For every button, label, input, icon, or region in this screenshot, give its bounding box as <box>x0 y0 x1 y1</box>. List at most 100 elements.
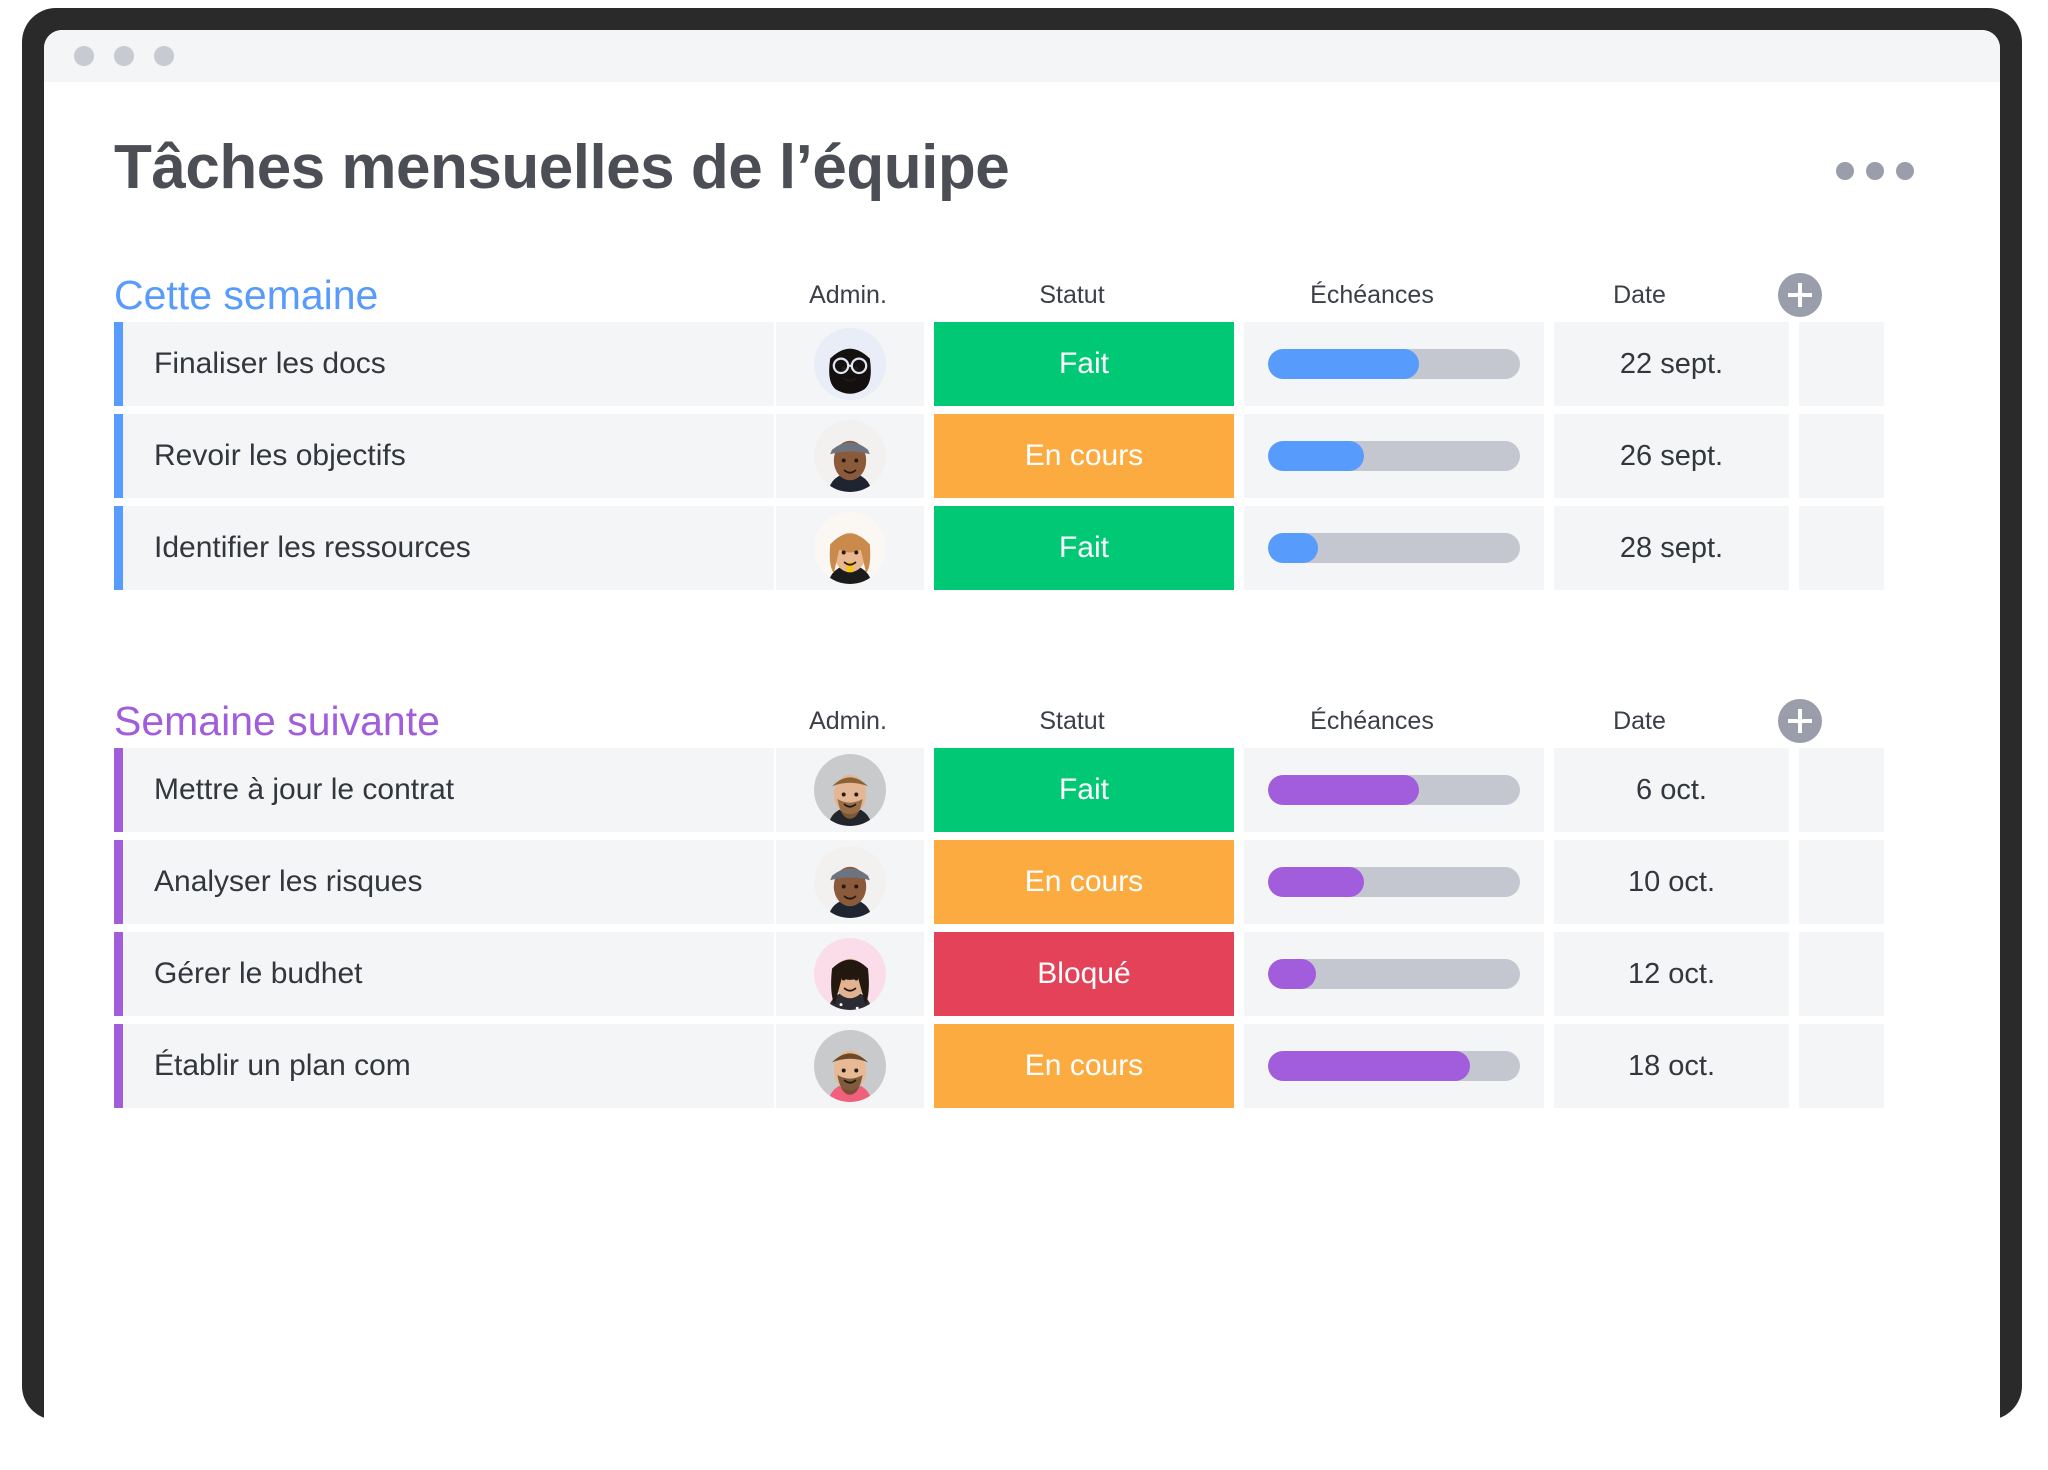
status-badge[interactable]: Fait <box>934 748 1234 833</box>
row-end-cell[interactable] <box>1799 506 1884 591</box>
date-label: 18 oct. <box>1627 1049 1716 1082</box>
date-cell[interactable]: 18 oct. <box>1554 1024 1789 1109</box>
section-header: Cette semaine Admin. Statut Échéances Date <box>114 268 1930 322</box>
assignee-cell[interactable] <box>776 840 924 925</box>
date-cell[interactable]: 12 oct. <box>1554 932 1789 1017</box>
kebab-dot-2 <box>1866 162 1884 180</box>
task-name-cell[interactable]: Gérer le budhet <box>114 932 774 1017</box>
add-column-button[interactable] <box>1777 273 1822 318</box>
progress-track <box>1268 1051 1520 1082</box>
status-badge[interactable]: Fait <box>934 322 1234 407</box>
date-cell[interactable]: 22 sept. <box>1554 322 1789 407</box>
table-row[interactable]: Établir un plan com En cours 18 oct. <box>114 1024 1930 1109</box>
section-title[interactable]: Semaine suivante <box>114 697 440 744</box>
progress-fill <box>1268 349 1420 380</box>
progress-cell[interactable] <box>1244 748 1544 833</box>
task-name-cell[interactable]: Analyser les risques <box>114 840 774 925</box>
avatar[interactable] <box>814 328 886 401</box>
section-header: Semaine suivante Admin. Statut Échéances Dat… <box>114 694 1930 748</box>
avatar[interactable] <box>814 938 886 1011</box>
column-header-status: Statut <box>1039 706 1105 735</box>
device-frame: Tâches mensuelles de l’équipe Cette sema… <box>22 8 2022 1420</box>
column-header-date: Date <box>1613 706 1666 735</box>
status-label: Bloqué <box>1037 957 1131 991</box>
table-row[interactable]: Analyser les risques En cours 10 oct. <box>114 840 1930 925</box>
section-1: Cette semaine Admin. Statut Échéances Date Fi… <box>114 268 1930 591</box>
task-name-cell[interactable]: Identifier les ressources <box>114 506 774 591</box>
task-name-cell[interactable]: Mettre à jour le contrat <box>114 748 774 833</box>
column-header-progress: Échéances <box>1310 706 1434 735</box>
table-row[interactable]: Identifier les ressources Fait 28 sept. <box>114 506 1930 591</box>
status-label: En cours <box>1024 1049 1144 1083</box>
date-cell[interactable]: 6 oct. <box>1554 748 1789 833</box>
progress-cell[interactable] <box>1244 840 1544 925</box>
row-end-cell[interactable] <box>1799 840 1884 925</box>
row-end-cell[interactable] <box>1799 1024 1884 1109</box>
task-name: Revoir les objectifs <box>154 439 406 473</box>
task-name-cell[interactable]: Finaliser les docs <box>114 322 774 407</box>
column-header-progress: Échéances <box>1310 280 1434 309</box>
progress-track <box>1268 349 1520 380</box>
date-label: 22 sept. <box>1619 347 1724 380</box>
progress-cell[interactable] <box>1244 932 1544 1017</box>
progress-track <box>1268 441 1520 472</box>
progress-track <box>1268 533 1520 564</box>
progress-cell[interactable] <box>1244 414 1544 499</box>
progress-cell[interactable] <box>1244 322 1544 407</box>
table-row[interactable]: Finaliser les docs Fait 22 sept. <box>114 322 1930 407</box>
date-cell[interactable]: 10 oct. <box>1554 840 1789 925</box>
avatar[interactable] <box>814 512 886 585</box>
table-row[interactable]: Revoir les objectifs En cours 26 sept. <box>114 414 1930 499</box>
status-label: En cours <box>1024 865 1144 899</box>
progress-cell[interactable] <box>1244 1024 1544 1109</box>
row-end-cell[interactable] <box>1799 932 1884 1017</box>
row-end-cell[interactable] <box>1799 414 1884 499</box>
date-label: 6 oct. <box>1636 773 1707 806</box>
progress-cell[interactable] <box>1244 506 1544 591</box>
section-title[interactable]: Cette semaine <box>114 271 379 318</box>
task-name: Gérer le budhet <box>154 957 363 991</box>
avatar[interactable] <box>814 420 886 493</box>
task-name: Identifier les ressources <box>154 531 471 565</box>
date-label: 10 oct. <box>1627 865 1716 898</box>
page-title: Tâches mensuelles de l’équipe <box>114 133 1010 202</box>
task-name-cell[interactable]: Revoir les objectifs <box>114 414 774 499</box>
assignee-cell[interactable] <box>776 932 924 1017</box>
window-dot-close[interactable] <box>74 46 94 66</box>
progress-fill <box>1268 533 1319 564</box>
column-header-admin: Admin. <box>809 706 887 735</box>
window-titlebar <box>44 30 2000 82</box>
date-cell[interactable]: 28 sept. <box>1554 506 1789 591</box>
status-badge[interactable]: En cours <box>934 840 1234 925</box>
status-badge[interactable]: En cours <box>934 414 1234 499</box>
status-label: Fait <box>1058 347 1109 381</box>
assignee-cell[interactable] <box>776 1024 924 1109</box>
window-dot-minimize[interactable] <box>114 46 134 66</box>
date-cell[interactable]: 26 sept. <box>1554 414 1789 499</box>
column-header-status: Statut <box>1039 280 1105 309</box>
page-header: Tâches mensuelles de l’équipe <box>114 133 1930 202</box>
row-end-cell[interactable] <box>1799 322 1884 407</box>
table-row[interactable]: Gérer le budhet Bloqué 12 oct. <box>114 932 1930 1017</box>
assignee-cell[interactable] <box>776 748 924 833</box>
status-badge[interactable]: Bloqué <box>934 932 1234 1017</box>
assignee-cell[interactable] <box>776 506 924 591</box>
date-label: 26 sept. <box>1619 439 1724 472</box>
row-end-cell[interactable] <box>1799 748 1884 833</box>
assignee-cell[interactable] <box>776 322 924 407</box>
window-dot-maximize[interactable] <box>154 46 174 66</box>
avatar[interactable] <box>814 754 886 827</box>
task-name: Analyser les risques <box>154 865 423 899</box>
task-name-cell[interactable]: Établir un plan com <box>114 1024 774 1109</box>
add-column-button[interactable] <box>1777 699 1822 744</box>
kebab-menu-icon[interactable] <box>1836 162 1914 180</box>
avatar[interactable] <box>814 846 886 919</box>
table-row[interactable]: Mettre à jour le contrat Fait 6 oct. <box>114 748 1930 833</box>
status-label: Fait <box>1058 531 1109 565</box>
avatar[interactable] <box>814 1030 886 1103</box>
assignee-cell[interactable] <box>776 414 924 499</box>
app-window: Tâches mensuelles de l’équipe Cette sema… <box>44 30 2000 1420</box>
status-badge[interactable]: Fait <box>934 506 1234 591</box>
status-badge[interactable]: En cours <box>934 1024 1234 1109</box>
column-header-date: Date <box>1613 280 1666 309</box>
